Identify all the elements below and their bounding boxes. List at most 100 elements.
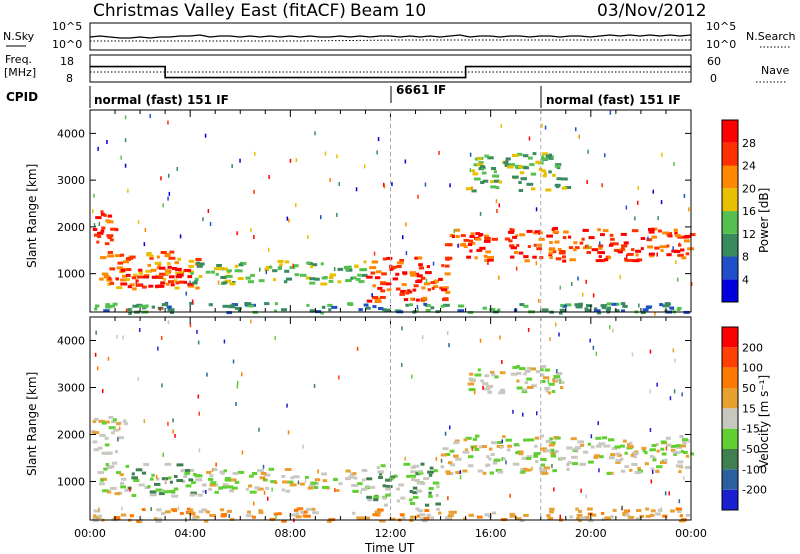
velocity-cell: [507, 444, 512, 448]
freq-left-tick-bottom: 8: [66, 72, 73, 85]
power-cell: [156, 284, 161, 288]
velocity-cell: [637, 466, 641, 470]
velocity-cell: [104, 443, 110, 447]
velocity-scatter-cell: [119, 426, 121, 431]
power-scatter-cell: [137, 220, 140, 225]
velocity-cell: [482, 471, 487, 475]
velocity-cell: [406, 474, 410, 478]
velocity-cell: [462, 469, 468, 473]
power-cell: [473, 177, 481, 181]
velocity-cell: [558, 381, 565, 384]
velocity-cell: [111, 431, 115, 435]
velocity-scatter-cell: [501, 439, 503, 444]
velocity-cell: [92, 419, 97, 423]
power-cell: [386, 288, 392, 292]
power-cell: [371, 260, 379, 264]
power-cell: [224, 279, 232, 283]
power-cell: [541, 155, 545, 159]
power-cell: [474, 237, 482, 241]
velocity-cell: [680, 449, 684, 453]
velocity-cell: [549, 510, 554, 514]
velocity-cell: [257, 487, 264, 491]
power-scatter-cell: [435, 279, 437, 284]
power-cell: [380, 289, 386, 293]
velocity-cell: [210, 481, 217, 485]
power-cell: [238, 269, 243, 273]
velocity-cell: [453, 454, 459, 458]
velocity-cell: [660, 461, 667, 464]
velocity-cell: [296, 507, 304, 511]
velocity-cell: [462, 450, 470, 454]
velocity-cell: [103, 420, 110, 424]
power-cell: [451, 235, 455, 239]
power-cell: [378, 307, 384, 310]
velocity-cell: [677, 510, 682, 513]
velocity-scatter-cell: [237, 381, 239, 385]
power-scatter-cell: [162, 203, 164, 208]
power-scatter-cell: [93, 193, 95, 198]
velocity-cell: [469, 378, 476, 382]
power-scatter-cell: [333, 267, 336, 272]
power-cell: [485, 250, 491, 254]
velocity-cell: [185, 484, 192, 488]
velocity-cell: [635, 517, 642, 521]
velocity-cell: [510, 372, 518, 376]
power-cell: [535, 160, 542, 164]
velocity-cell: [184, 471, 191, 475]
velocity-cell: [390, 475, 395, 479]
velocity-cell: [548, 443, 555, 447]
velocity-cell: [492, 461, 498, 465]
power-cell: [132, 304, 139, 308]
power-scatter-cell: [288, 218, 290, 223]
velocity-cell: [599, 455, 604, 459]
power-cell: [463, 238, 469, 242]
velocity-cell: [109, 486, 117, 490]
power-scatter-cell: [254, 151, 256, 156]
velocity-cell: [449, 449, 455, 453]
velocity-cell: [268, 467, 275, 471]
velocity-cell: [490, 453, 495, 456]
power-ylabel: Slant Range [km]: [25, 164, 39, 268]
velocity-scatter-cell: [446, 331, 449, 336]
velocity-cell: [263, 478, 268, 482]
power-cell: [157, 264, 161, 268]
velocity-cell: [418, 469, 423, 473]
velocity-cell: [131, 472, 135, 476]
power-cell: [616, 302, 620, 306]
power-scatter-cell: [204, 133, 207, 138]
velocity-cell: [213, 468, 218, 471]
velocity-cell: [113, 428, 120, 432]
power-cell: [555, 257, 562, 261]
power-cell: [101, 226, 106, 230]
velocity-cell: [502, 435, 506, 439]
frequency-line: [90, 65, 691, 79]
power-cell: [489, 307, 496, 311]
power-cell: [395, 287, 401, 291]
velocity-scatter-cell: [649, 428, 652, 432]
power-cell: [512, 154, 519, 157]
power-scatter-cell: [124, 115, 127, 120]
power-scatter-cell: [417, 308, 419, 313]
velocity-cell: [417, 514, 421, 518]
power-cell: [175, 281, 180, 285]
velocity-cell: [249, 490, 257, 494]
power-cell: [158, 266, 166, 270]
power-cell: [470, 241, 476, 245]
velocity-scatter-cell: [459, 475, 462, 480]
power-cell: [624, 258, 628, 262]
velocity-cell: [548, 382, 555, 386]
power-scatter-cell: [438, 150, 440, 155]
power-scatter-cell: [425, 278, 428, 283]
power-scatter-cell: [673, 162, 675, 167]
power-cell: [591, 248, 599, 252]
noise-sky-line: [89, 34, 692, 39]
velocity-scatter-cell: [334, 488, 336, 493]
power-cell: [410, 273, 417, 277]
velocity-cell: [136, 520, 142, 523]
power-cell: [216, 264, 222, 267]
velocity-cell: [551, 390, 556, 393]
power-scatter-cell: [144, 228, 147, 232]
power-cell: [626, 252, 634, 256]
power-cell: [666, 244, 670, 248]
